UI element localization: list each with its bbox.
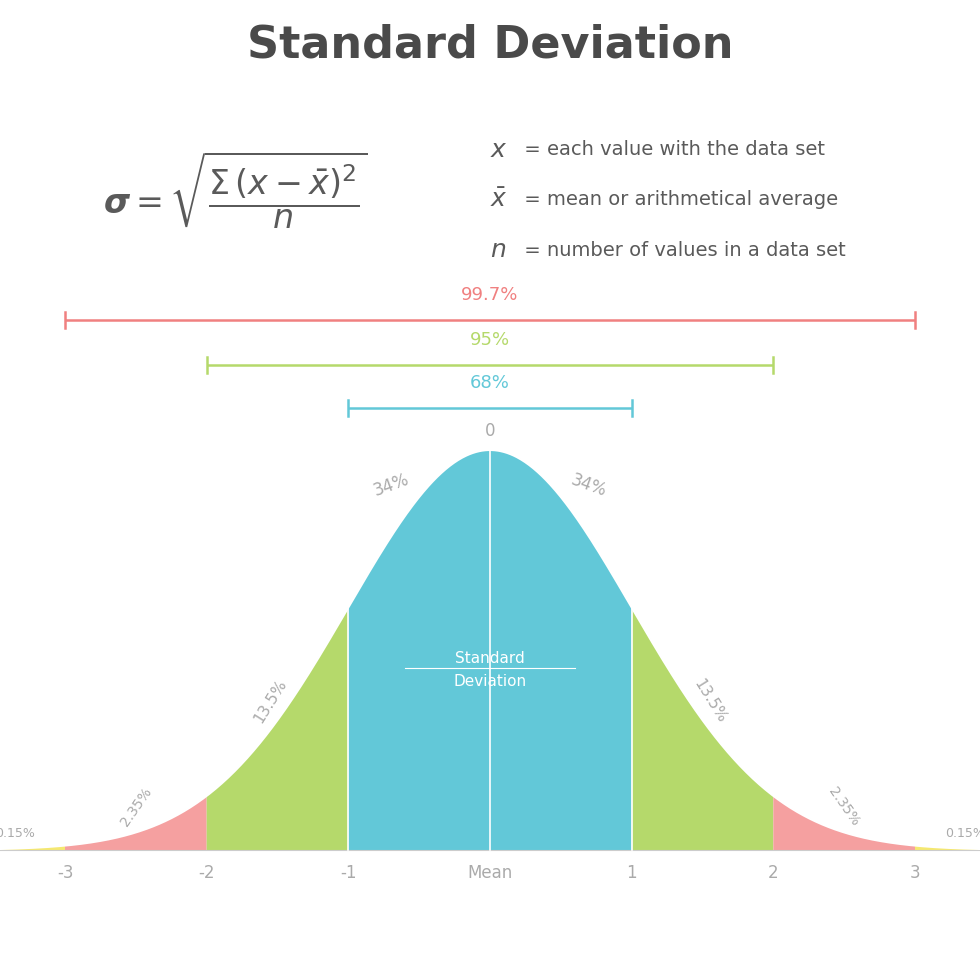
Text: $n$: $n$ [490, 238, 506, 262]
Polygon shape [65, 796, 207, 850]
Text: -1: -1 [340, 864, 357, 882]
Polygon shape [915, 846, 980, 850]
Text: 13.5%: 13.5% [251, 676, 290, 725]
Text: = each value with the data set: = each value with the data set [518, 140, 825, 160]
Text: 95%: 95% [470, 331, 510, 349]
Text: $\boldsymbol{\sigma} = \sqrt{\dfrac{\Sigma\,(x-\bar{x})^2}{n}}$: $\boldsymbol{\sigma} = \sqrt{\dfrac{\Sig… [103, 149, 368, 231]
Polygon shape [207, 608, 348, 850]
Text: 3: 3 [909, 864, 920, 882]
Text: 99.7%: 99.7% [462, 286, 518, 304]
Text: = mean or arithmetical average: = mean or arithmetical average [518, 190, 838, 210]
Text: 1: 1 [626, 864, 637, 882]
Text: $\bar{x}$: $\bar{x}$ [490, 188, 508, 212]
Text: 2.35%: 2.35% [118, 785, 154, 828]
Text: -3: -3 [57, 864, 74, 882]
Text: 0: 0 [485, 422, 495, 440]
Text: 68%: 68% [470, 374, 510, 392]
Polygon shape [0, 846, 65, 850]
Polygon shape [490, 450, 632, 850]
Text: 34%: 34% [568, 470, 609, 500]
Text: 13.5%: 13.5% [690, 676, 729, 725]
Text: 34%: 34% [371, 470, 412, 500]
Text: 2.35%: 2.35% [826, 785, 862, 828]
Text: 0.15%: 0.15% [945, 827, 980, 840]
Text: $x$: $x$ [490, 138, 508, 162]
Text: = number of values in a data set: = number of values in a data set [518, 240, 846, 260]
Text: 2: 2 [768, 864, 779, 882]
Text: Standard Deviation: Standard Deviation [247, 24, 733, 67]
Text: Standard
Deviation: Standard Deviation [454, 652, 526, 689]
Polygon shape [773, 796, 915, 850]
Text: Mean: Mean [467, 864, 513, 882]
Text: 0.15%: 0.15% [0, 827, 35, 840]
Polygon shape [632, 608, 773, 850]
Polygon shape [348, 450, 490, 850]
Text: -2: -2 [198, 864, 215, 882]
